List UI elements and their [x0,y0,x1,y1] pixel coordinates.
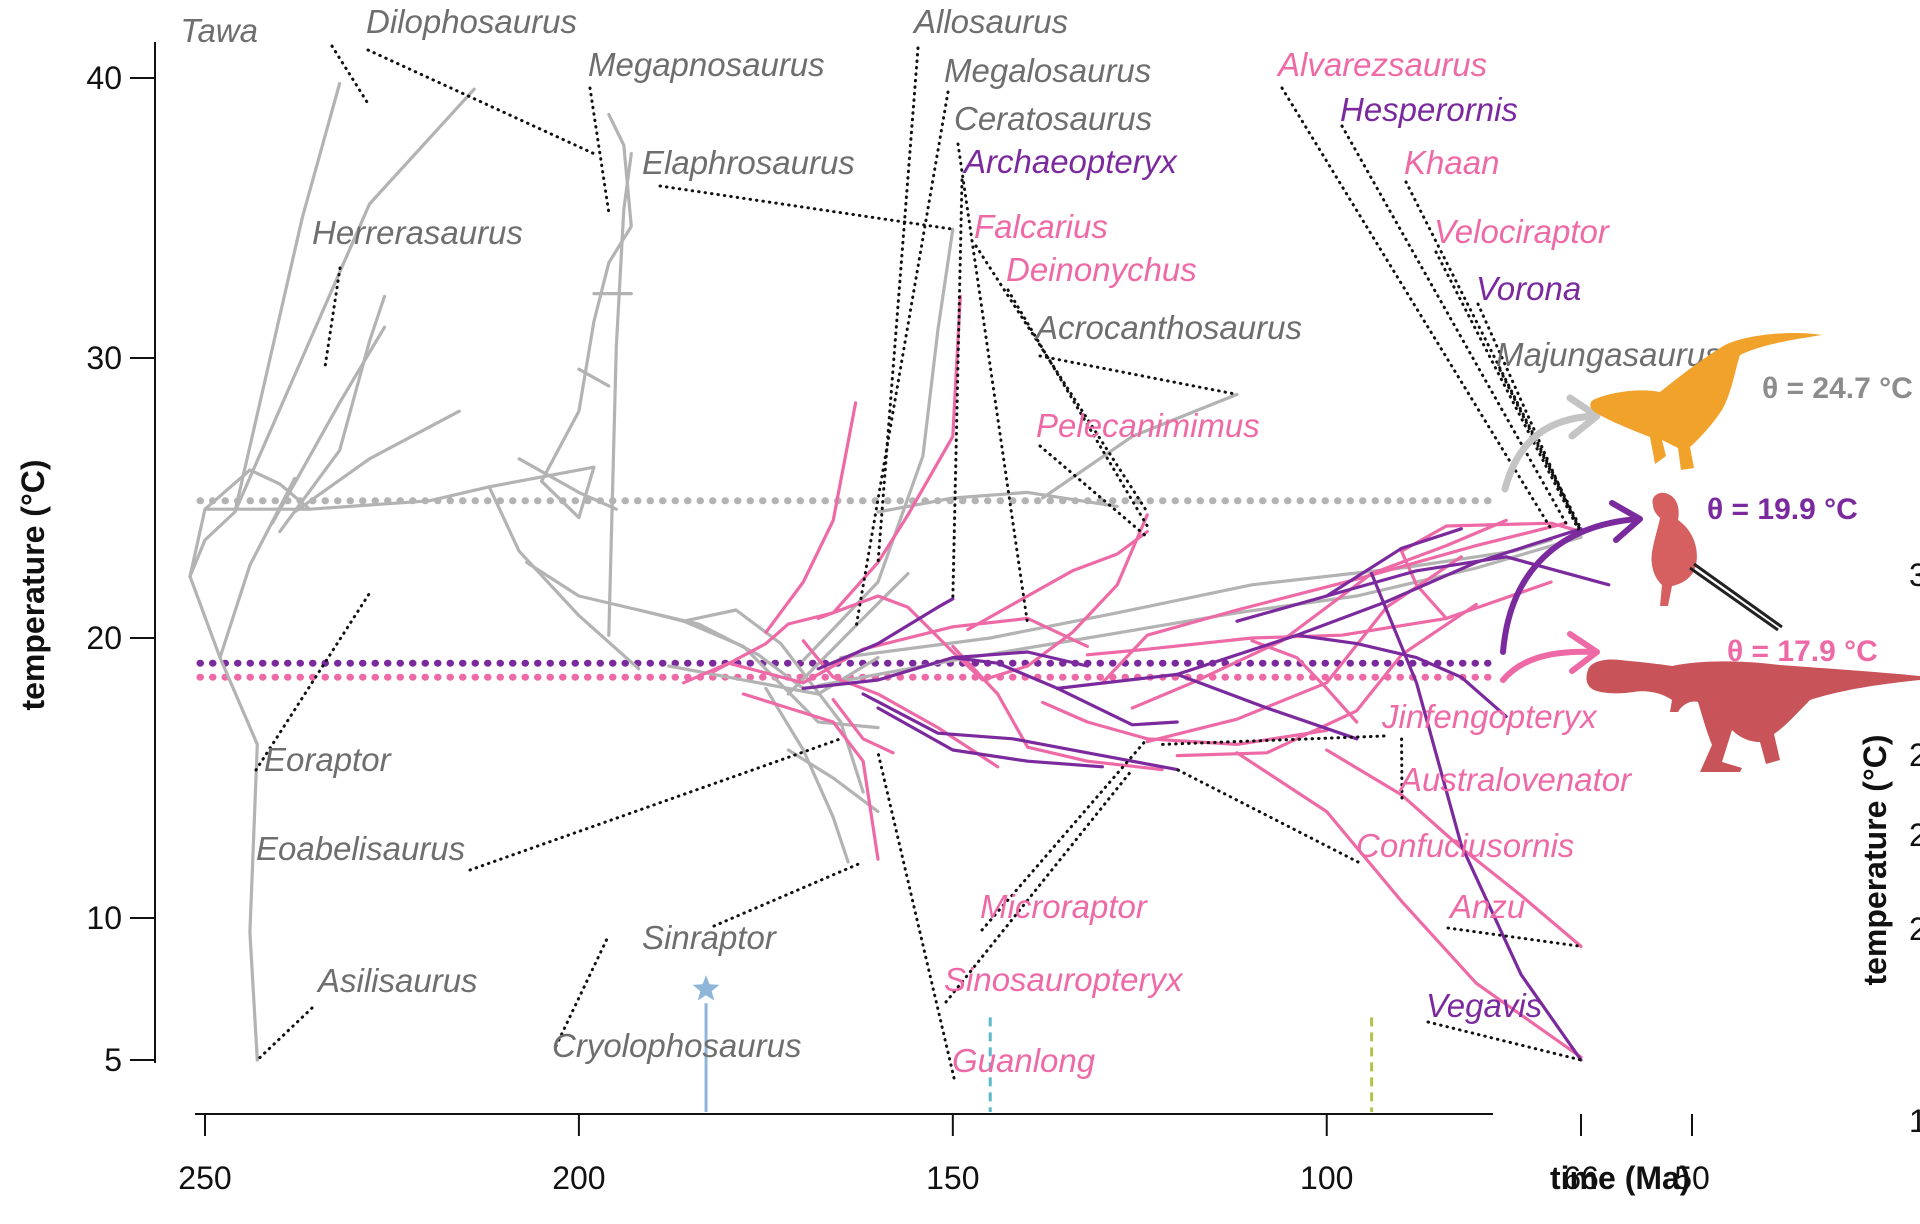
leader-line [1040,356,1237,394]
x-tick-label: 100 [1300,1160,1353,1196]
taxon-label: Asilisaurus [316,962,478,999]
branch-avialan [1237,557,1609,621]
branch-non-avian-theropod [272,327,384,523]
branch-avialan [953,658,1177,725]
taxon-label: Falcarius [974,208,1108,245]
x-axis-title: time (Ma) [1550,1160,1690,1196]
taxon-label: Anzu [1448,888,1525,925]
taxon-label: Majungasaurus [1496,336,1722,373]
leader-line [714,862,863,926]
taxon-label: Eoraptor [264,741,393,778]
branch-non-avian-theropod [295,411,460,512]
branch-non-avian-theropod [489,487,639,669]
y-tick-label: 40 [86,60,122,96]
taxon-label: Guanlong [952,1042,1096,1079]
leader-line [660,186,953,229]
y-axis-ticks: 5 10 20 30 40 [86,60,155,1078]
y-tick-label: 20 [86,620,122,656]
x-tick-label: 150 [926,1160,979,1196]
taxon-label: Megalosaurus [944,52,1151,89]
taxon-label: Alvarezsaurus [1276,46,1487,83]
branch-coelurosaur [1028,515,1148,666]
taxon-label: Hesperornis [1340,91,1518,128]
taxon-label: Herrerasaurus [312,214,523,251]
leader-line [1040,446,1147,537]
y-axis-title: temperature (°C) [15,459,51,710]
theta-label-purple: θ = 19.9 °C [1707,493,1858,526]
inset-tick-label: 2 [1909,737,1920,773]
x-tick-label: 250 [178,1160,231,1196]
leader-line [878,753,954,1078]
theta-labels: θ = 24.7 °C θ = 19.9 °C θ = 17.9 °C [1707,372,1913,668]
taxon-label: Tawa [180,12,258,49]
taxon-label: Elaphrosaurus [642,144,855,181]
taxon-label: Microraptor [980,888,1149,925]
bird-silhouette-red [1651,493,1696,606]
taxon-label: Confuciusornis [1356,827,1574,864]
theta-label-pink: θ = 17.9 °C [1727,635,1878,668]
taxon-label: Jinfengopteryx [1381,698,1598,735]
branch-avialan [1177,674,1357,738]
inset-tick-label: 3 [1909,557,1920,593]
taxon-label: Australovenator [1398,761,1633,798]
inset-tick-label: 2 [1909,911,1920,947]
y-tick-label: 5 [104,1042,122,1078]
taxon-label: Khaan [1404,144,1499,181]
leader-line [257,1008,312,1060]
taxon-label: Megapnosaurus [588,46,825,83]
taxon-label: Sinosauropteryx [944,961,1184,998]
leader-line [1342,126,1566,523]
taxon-label: Vorona [1476,270,1581,307]
leader-line [470,739,841,870]
taxon-label: Deinonychus [1006,251,1197,288]
taxon-label: Sinraptor [642,919,778,956]
taxon-label: Pelecanimimus [1036,407,1260,444]
taxon-label: Acrocanthosaurus [1034,309,1302,346]
taxon-label: Velociraptor [1434,213,1611,250]
inset-tick-label: 1 [1909,1103,1920,1139]
branch-coelurosaur [1087,582,1551,655]
branch-non-avian-theropod [841,540,1551,658]
leader-line [325,268,340,369]
bird-tail-feathers [1690,564,1782,630]
theta-label-gray: θ = 24.7 °C [1762,372,1913,405]
taxon-label: Eoabelisaurus [256,830,465,867]
taxon-label: Vegavis [1426,987,1542,1024]
taxon-label: Ceratosaurus [954,100,1152,137]
y-tick-label: 30 [86,340,122,376]
leader-line [368,50,594,154]
inset-y-axis-title: temperature (°C) [1857,734,1893,985]
branch-coelurosaur [766,403,856,633]
branch-non-avian-theropod [235,89,474,512]
star-icon [693,975,720,1000]
taxon-label: Cryolophosaurus [552,1027,801,1064]
branch-coelurosaur [1043,702,1327,744]
taxon-label: Dilophosaurus [366,3,577,40]
x-tick-label: 200 [552,1160,605,1196]
inset-tick-label: 2 [1909,817,1920,853]
branch-non-avian-theropod [519,459,616,509]
taxon-label: Allosaurus [912,3,1068,40]
inset-tick-fragments: 3 2 2 2 1 [1909,557,1920,1139]
leader-line [590,88,609,212]
mean-temperature-reference-lines [200,501,1500,677]
branch-non-avian-theropod [609,154,632,636]
curved-arrows [1503,398,1640,680]
taxon-label: Archaeopteryx [962,143,1178,180]
y-tick-label: 10 [86,900,122,936]
leader-line [332,46,370,106]
